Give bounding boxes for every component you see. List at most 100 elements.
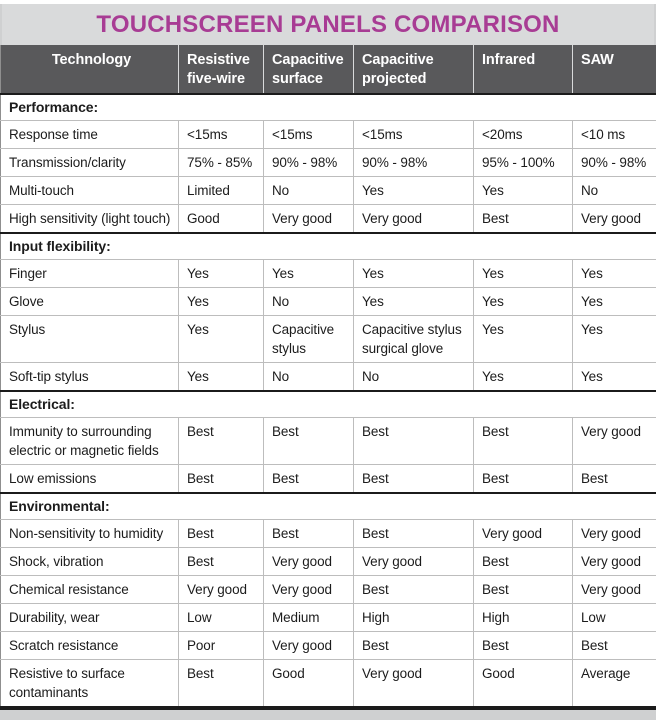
cell-value: Best xyxy=(353,575,474,604)
cell-value: 95% - 100% xyxy=(473,148,573,177)
cell-value: Yes xyxy=(263,259,354,288)
cell-value: Good xyxy=(263,659,354,709)
table-row: Glove Yes No Yes Yes Yes xyxy=(0,287,656,316)
row-label: Durability, wear xyxy=(0,603,179,632)
cell-value: Average xyxy=(572,659,656,709)
section-header: Electrical: xyxy=(0,390,656,418)
cell-value: Very good xyxy=(353,547,474,576)
cell-value: Best xyxy=(178,417,264,465)
row-label: Multi-touch xyxy=(0,176,179,205)
cell-value: Good xyxy=(473,659,573,709)
row-label: High sensitivity (light touch) xyxy=(0,204,179,234)
cell-value: Limited xyxy=(178,176,264,205)
row-label: Soft-tip stylus xyxy=(0,362,179,392)
column-header: SAW xyxy=(572,45,656,94)
table-row: Shock, vibration Best Very good Very good Be… xyxy=(0,547,656,576)
cell-value: Best xyxy=(178,659,264,709)
section-header: Performance: xyxy=(0,93,656,121)
table-row: Multi-touch Limited No Yes Yes No xyxy=(0,176,656,205)
table-row: High sensitivity (light touch) Good Very g… xyxy=(0,204,656,234)
cell-value: Yes xyxy=(572,362,656,392)
cell-value: Best xyxy=(473,204,573,234)
cell-value: Very good xyxy=(572,575,656,604)
cell-value: Good xyxy=(178,204,264,234)
cell-value: Best xyxy=(353,417,474,465)
cell-value: <15ms xyxy=(178,120,264,149)
cell-value: High xyxy=(353,603,474,632)
section-row: Electrical: xyxy=(0,390,656,418)
table-row: Transmission/clarity 75% - 85% 90% - 98% 90… xyxy=(0,148,656,177)
cell-value: Yes xyxy=(178,362,264,392)
column-header: Infrared xyxy=(473,45,573,94)
row-label: Finger xyxy=(0,259,179,288)
section-header: Input flexibility: xyxy=(0,232,656,260)
section-row: Input flexibility: xyxy=(0,232,656,260)
top-strip xyxy=(0,0,656,4)
cell-value: Very good xyxy=(353,204,474,234)
cell-value: High xyxy=(473,603,573,632)
cell-value: Yes xyxy=(572,287,656,316)
row-label: Glove xyxy=(0,287,179,316)
cell-value: 90% - 98% xyxy=(353,148,474,177)
table-row: Immunity to surrounding electric or magn… xyxy=(0,417,656,465)
cell-value: Best xyxy=(178,547,264,576)
header-row: Technology Resistive five-wire Capacitive … xyxy=(0,45,656,94)
cell-value: Yes xyxy=(178,259,264,288)
row-label: Response time xyxy=(0,120,179,149)
cell-value: <10 ms xyxy=(572,120,656,149)
cell-value: 90% - 98% xyxy=(263,148,354,177)
cell-value: Yes xyxy=(473,362,573,392)
table-row: Stylus Yes Capacitive stylus Capacitive sty… xyxy=(0,315,656,363)
table-row: Non-sensitivity to humidity Best Best Best V… xyxy=(0,519,656,548)
table-row: Soft-tip stylus Yes No No Yes Yes xyxy=(0,362,656,392)
table-row: Resistive to surface contaminants Best Goo… xyxy=(0,659,656,709)
section-row: Performance: xyxy=(0,93,656,121)
comparison-table: Technology Resistive five-wire Capacitive … xyxy=(0,45,656,710)
cell-value: Yes xyxy=(473,315,573,363)
cell-value: Capacitive stylus surgical glove xyxy=(353,315,474,363)
cell-value: 75% - 85% xyxy=(178,148,264,177)
cell-value: Best xyxy=(263,464,354,494)
cell-value: Best xyxy=(473,631,573,660)
row-label: Stylus xyxy=(0,315,179,363)
section-header: Environmental: xyxy=(0,492,656,520)
cell-value: Yes xyxy=(572,259,656,288)
table-row: Durability, wear Low Medium High High Low xyxy=(0,603,656,632)
cell-value: Yes xyxy=(473,176,573,205)
column-header: Capacitive surface xyxy=(263,45,354,94)
row-label: Immunity to surrounding electric or magn… xyxy=(0,417,179,465)
page-title: TOUCHSCREEN PANELS COMPARISON xyxy=(96,10,560,38)
column-header: Technology xyxy=(0,45,179,94)
cell-value: No xyxy=(353,362,474,392)
cell-value: Low xyxy=(572,603,656,632)
cell-value: No xyxy=(263,362,354,392)
cell-value: Medium xyxy=(263,603,354,632)
row-label: Resistive to surface contaminants xyxy=(0,659,179,709)
cell-value: Very good xyxy=(263,547,354,576)
cell-value: Yes xyxy=(473,287,573,316)
cell-value: Yes xyxy=(178,287,264,316)
cell-value: Yes xyxy=(572,315,656,363)
cell-value: Very good xyxy=(353,659,474,709)
cell-value: Best xyxy=(353,464,474,494)
cell-value: Very good xyxy=(572,417,656,465)
cell-value: <15ms xyxy=(353,120,474,149)
title-bar: TOUCHSCREEN PANELS COMPARISON xyxy=(2,4,654,45)
cell-value: Best xyxy=(353,631,474,660)
row-label: Chemical resistance xyxy=(0,575,179,604)
cell-value: Yes xyxy=(353,259,474,288)
table-header: Technology Resistive five-wire Capacitive … xyxy=(0,45,656,94)
cell-value: Best xyxy=(353,519,474,548)
cell-value: Very good xyxy=(572,547,656,576)
cell-value: Best xyxy=(473,417,573,465)
cell-value: Best xyxy=(263,519,354,548)
cell-value: Very good xyxy=(473,519,573,548)
cell-value: Yes xyxy=(353,176,474,205)
table-body: Performance: Response time <15ms <15ms <15ms… xyxy=(0,93,656,709)
cell-value: Yes xyxy=(473,259,573,288)
table-row: Scratch resistance Poor Very good Best Best B… xyxy=(0,631,656,660)
cell-value: Best xyxy=(572,631,656,660)
cell-value: Best xyxy=(473,547,573,576)
cell-value: Best xyxy=(473,464,573,494)
